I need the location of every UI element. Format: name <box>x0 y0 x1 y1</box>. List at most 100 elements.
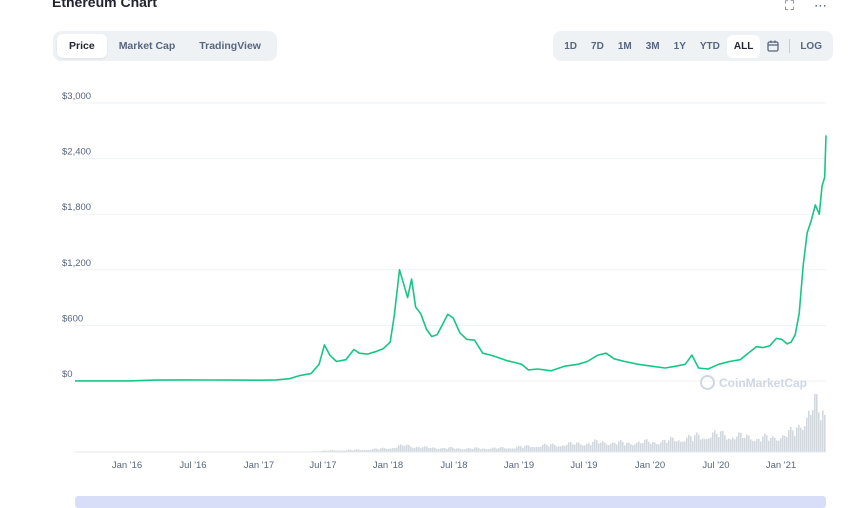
volume-bar <box>498 448 500 452</box>
volume-bar <box>786 437 788 452</box>
range-3m[interactable]: 3M <box>645 40 660 52</box>
volume-bar <box>582 445 584 452</box>
volume-bar <box>604 442 606 452</box>
volume-bar <box>772 436 774 452</box>
log-toggle[interactable]: LOG <box>800 40 822 52</box>
volume-bar <box>330 450 332 452</box>
tab-tradingview[interactable]: TradingView <box>199 40 261 52</box>
volume-bar <box>810 414 812 452</box>
volume-bar <box>600 442 602 452</box>
volume-bar <box>544 443 546 452</box>
volume-bar <box>790 426 792 452</box>
tab-market-cap[interactable]: Market Cap <box>118 40 176 52</box>
volume-bar <box>322 450 324 452</box>
volume-bar <box>482 448 484 452</box>
volume-bar <box>450 446 452 452</box>
volume-bar <box>412 447 414 452</box>
volume-bar <box>796 427 798 452</box>
volume-bar <box>638 441 640 452</box>
volume-bar <box>636 442 638 452</box>
volume-bar <box>508 448 510 452</box>
volume-bar <box>702 438 704 452</box>
range-navigator[interactable] <box>75 496 826 508</box>
range-1y[interactable]: 1Y <box>673 40 686 52</box>
calendar-icon[interactable] <box>760 36 786 56</box>
more-icon[interactable]: ⋯ <box>814 0 827 13</box>
volume-bar <box>484 448 486 452</box>
volume-bar <box>766 435 768 452</box>
volume-bar <box>748 435 750 452</box>
volume-bar <box>506 448 508 452</box>
volume-bar <box>434 447 436 452</box>
volume-bar <box>560 446 562 452</box>
volume-bar <box>696 432 698 452</box>
volume-bar <box>760 441 762 452</box>
volume-bar <box>644 439 646 452</box>
y-tick-label: $1,200 <box>62 258 91 269</box>
volume-bar <box>490 448 492 452</box>
x-tick-label: Jul '19 <box>570 460 597 471</box>
x-tick-label: Jan '19 <box>504 460 534 471</box>
volume-bar <box>642 443 644 452</box>
volume-bar <box>778 440 780 452</box>
volume-bar <box>468 448 470 452</box>
price-line <box>75 135 827 382</box>
volume-bar <box>564 445 566 452</box>
volume-bar <box>436 448 438 452</box>
volume-bar <box>818 412 820 452</box>
volume-bar <box>734 439 736 452</box>
volume-bar <box>700 439 702 452</box>
volume-bar <box>662 440 664 452</box>
volume-bar <box>764 433 766 452</box>
volume-bar <box>732 437 734 452</box>
volume-bar <box>398 445 400 452</box>
volume-bar <box>724 435 726 452</box>
volume-bar <box>438 448 440 452</box>
volume-bar <box>470 448 472 452</box>
volume-bar <box>416 447 418 452</box>
volume-bar <box>366 450 368 452</box>
volume-bar <box>326 450 328 452</box>
volume-bar <box>524 446 526 452</box>
volume-bar <box>354 449 356 452</box>
volume-bar <box>572 444 574 452</box>
volume-bar <box>384 448 386 452</box>
volume-bar <box>802 429 804 452</box>
volume-bar <box>424 446 426 452</box>
volume-bar <box>440 448 442 452</box>
volume-bar <box>350 449 352 452</box>
y-tick-label: $2,400 <box>62 147 91 158</box>
range-7d[interactable]: 7D <box>591 40 604 52</box>
volume-bar <box>356 449 358 452</box>
volume-bar <box>588 443 590 452</box>
volume-bar <box>594 439 596 452</box>
volume-bar <box>346 450 348 452</box>
volume-bar <box>780 438 782 452</box>
volume-bar <box>542 444 544 452</box>
range-all[interactable]: ALL <box>726 34 761 58</box>
volume-bar <box>540 446 542 452</box>
volume-bar <box>694 435 696 452</box>
volume-bar <box>576 442 578 452</box>
volume-bar <box>718 437 720 452</box>
tab-price[interactable]: Price <box>57 34 107 58</box>
volume-bar <box>502 447 504 452</box>
range-ytd[interactable]: YTD <box>699 40 720 52</box>
volume-bar <box>454 449 456 452</box>
volume-bar <box>374 448 376 452</box>
volume-bar <box>432 447 434 452</box>
range-1d[interactable]: 1D <box>564 40 578 52</box>
range-divider <box>789 39 791 53</box>
fullscreen-icon[interactable]: ⛶ <box>784 0 794 13</box>
volume-bar <box>632 445 634 452</box>
volume-bar <box>584 445 586 452</box>
y-tick-label: $0 <box>62 369 73 380</box>
range-1m[interactable]: 1M <box>617 40 632 52</box>
volume-bar <box>534 447 536 452</box>
volume-bar <box>414 447 416 452</box>
volume-bar <box>678 440 680 452</box>
volume-bar <box>592 441 594 452</box>
volume-bar <box>370 449 372 452</box>
volume-bar <box>794 435 796 452</box>
volume-bar <box>788 429 790 452</box>
